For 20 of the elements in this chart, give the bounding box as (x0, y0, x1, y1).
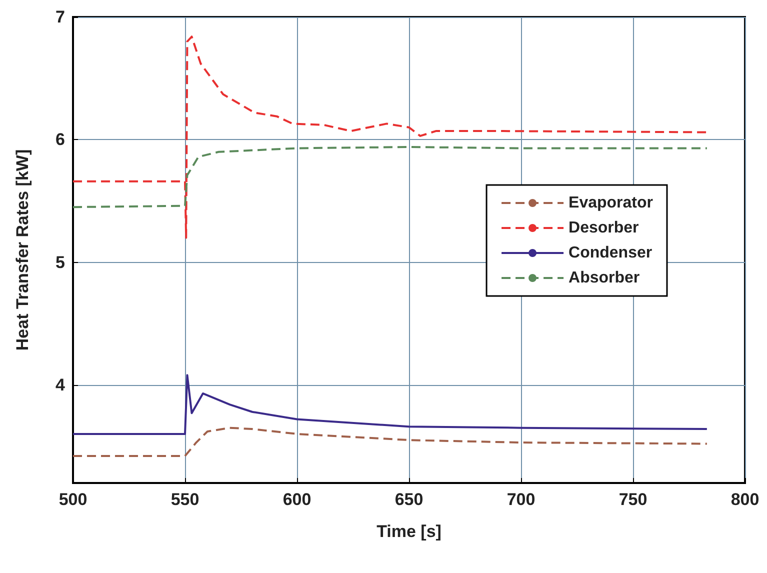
legend-label: Evaporator (568, 194, 653, 212)
x-tick-label: 750 (618, 490, 648, 509)
y-tick-label: 5 (56, 252, 65, 272)
x-tick-label: 550 (170, 490, 200, 509)
line-series (72, 374, 708, 435)
legend-label: Desorber (568, 220, 639, 236)
y-tick-label: 4 (56, 375, 66, 394)
legend-label: Absorber (568, 270, 640, 286)
x-tick-label: 500 (58, 490, 88, 509)
x-tick-label: 800 (730, 490, 760, 509)
line-series (72, 36, 708, 239)
y-tick-label: 6 (56, 130, 65, 150)
x-tick-label: 700 (506, 490, 536, 509)
legend-label: Condenser (568, 244, 652, 262)
y-tick-label: 7 (56, 8, 65, 26)
y-axis-title: Heat Transfer Rates [kW] (13, 149, 32, 351)
x-tick-label: 650 (394, 490, 424, 509)
line-series (72, 426, 708, 458)
x-axis-title: Time [s] (376, 522, 442, 541)
x-tick-label: 600 (282, 490, 312, 509)
